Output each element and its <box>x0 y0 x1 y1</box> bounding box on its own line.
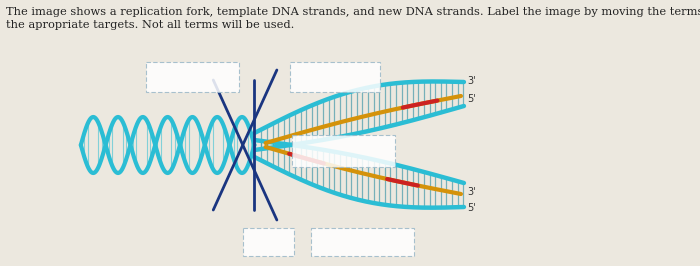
Text: 5': 5' <box>467 94 476 104</box>
FancyBboxPatch shape <box>146 62 239 92</box>
FancyBboxPatch shape <box>290 62 380 92</box>
FancyBboxPatch shape <box>292 135 395 167</box>
FancyBboxPatch shape <box>311 228 414 256</box>
Text: 3': 3' <box>467 76 475 86</box>
Text: the apropriate targets. Not all terms will be used.: the apropriate targets. Not all terms wi… <box>6 20 295 30</box>
FancyBboxPatch shape <box>243 228 294 256</box>
Text: The image shows a replication fork, template DNA strands, and new DNA strands. L: The image shows a replication fork, temp… <box>6 7 700 17</box>
Text: 5': 5' <box>467 203 476 213</box>
Text: 3': 3' <box>467 187 475 197</box>
